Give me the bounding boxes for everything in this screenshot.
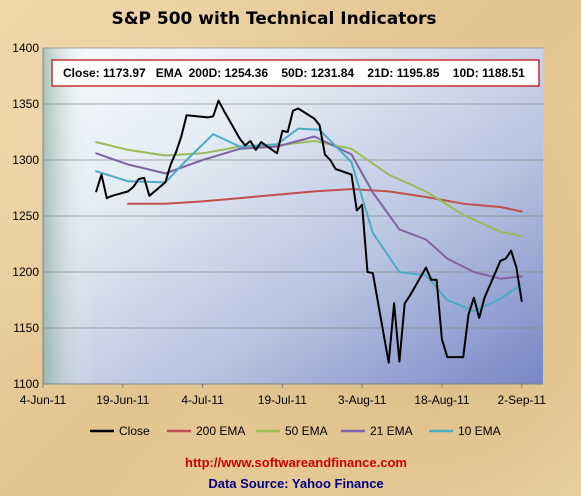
y-tick-label: 1150 [13, 321, 39, 335]
legend-label: 50 EMA [285, 424, 328, 438]
data-source: Data Source: Yahoo Finance [208, 476, 383, 491]
x-tick-label: 4-Jun-11 [20, 393, 67, 407]
y-tick-label: 1200 [12, 265, 39, 279]
latest-values-text: Close: 1173.97 EMA 200D: 1254.36 50D: 12… [63, 66, 525, 80]
series-line-50-ema [95, 140, 523, 238]
x-tick-label: 19-Jun-11 [96, 393, 149, 407]
legend-label: 200 EMA [196, 424, 245, 438]
series-line-200-ema [127, 188, 523, 213]
x-tick-label: 19-Jul-11 [258, 393, 307, 407]
gridlines [42, 47, 543, 385]
chart-title: S&P 500 with Technical Indicators [111, 9, 436, 29]
legend: Close 200 EMA 50 EMA 21 EMA 10 EMA [90, 424, 501, 438]
y-tick-label: 1350 [12, 97, 39, 111]
x-axis-tick-labels: 4-Jun-11 19-Jun-11 4-Jul-11 19-Jul-11 3-Aug-… [20, 384, 546, 407]
legend-item-50-ema: 50 EMA [256, 424, 328, 438]
legend-label: Close [119, 424, 150, 438]
x-tick-label: 18-Aug-11 [414, 393, 469, 407]
legend-label: 21 EMA [370, 424, 413, 438]
y-tick-label: 1400 [12, 41, 39, 55]
source-url: http://www.softwareandfinance.com [185, 455, 407, 470]
series-line-close [95, 99, 523, 364]
x-tick-label: 2-Sep-11 [497, 393, 546, 407]
latest-values-box: Close: 1173.97 EMA 200D: 1254.36 50D: 12… [51, 59, 540, 87]
legend-item-10-ema: 10 EMA [429, 424, 501, 438]
y-axis-tick-labels: 1100 1150 1200 1250 1300 1350 1400 [12, 41, 39, 391]
x-tick-label: 3-Aug-11 [338, 393, 387, 407]
latest-values-box-frame [51, 59, 540, 87]
series-lines [95, 99, 523, 364]
y-tick-label: 1250 [12, 209, 39, 223]
y-tick-label: 1300 [12, 153, 39, 167]
legend-item-close: Close [90, 424, 150, 438]
legend-label: 10 EMA [458, 424, 501, 438]
legend-item-21-ema: 21 EMA [341, 424, 413, 438]
x-tick-label: 4-Jul-11 [181, 393, 224, 407]
y-tick-label: 1100 [13, 377, 39, 391]
legend-item-200-ema: 200 EMA [167, 424, 245, 438]
